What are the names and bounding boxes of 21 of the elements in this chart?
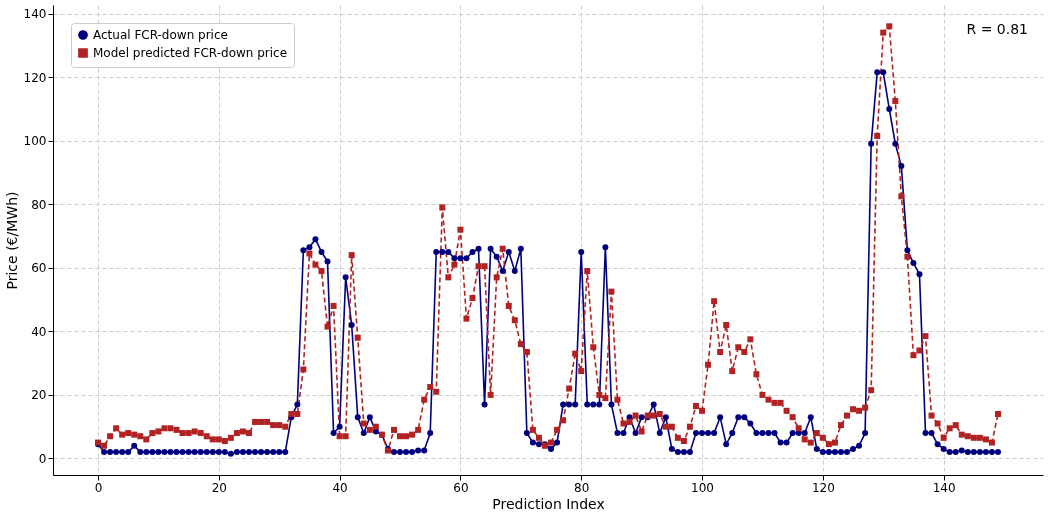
x-axis-title: Prediction Index: [492, 495, 605, 512]
legend-label: Actual FCR-down price: [93, 28, 228, 42]
annotation: R = 0.81: [966, 21, 1028, 37]
y-tick-label: 20: [31, 388, 47, 403]
y-tick-label: 80: [31, 197, 47, 212]
y-tick-label: 120: [23, 70, 47, 85]
legend-label: Model predicted FCR-down price: [93, 46, 288, 60]
x-tick-label: 40: [332, 480, 348, 495]
x-tick-label: 80: [574, 480, 590, 495]
x-tick-label: 0: [94, 480, 103, 495]
y-tick-label: 100: [23, 134, 47, 149]
y-tick-label: 0: [38, 451, 47, 466]
y-tick-label: 40: [31, 324, 47, 339]
x-tick-label: 140: [932, 480, 956, 495]
x-tick-label: 60: [453, 480, 469, 495]
x-tick-label: 100: [691, 480, 714, 495]
x-tick-label: 20: [211, 480, 227, 495]
x-tick-label: 120: [811, 480, 835, 495]
y-tick-label: 60: [31, 261, 47, 276]
y-axis-title: Price (€/MWh): [3, 191, 20, 290]
y-tick-label: 140: [23, 7, 47, 22]
